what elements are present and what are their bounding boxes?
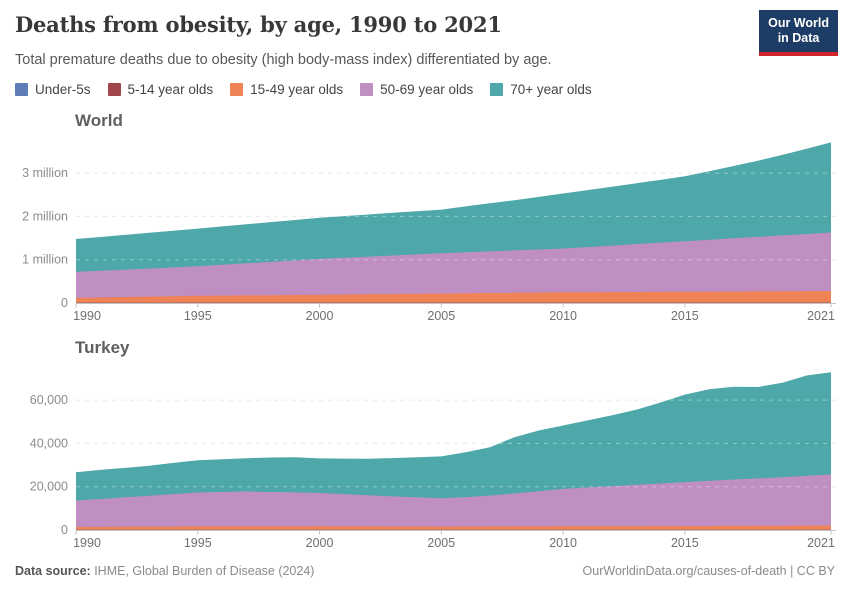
svg-text:1990: 1990: [73, 536, 101, 550]
svg-text:40,000: 40,000: [30, 436, 68, 450]
owid-logo-line2: in Data: [777, 31, 820, 45]
footer-license: | CC BY: [786, 564, 835, 578]
legend-item-70-year-olds[interactable]: 70+ year olds: [490, 82, 592, 97]
legend-item-15-49-year-olds[interactable]: 15-49 year olds: [230, 82, 343, 97]
legend-item-under-5s[interactable]: Under-5s: [15, 82, 91, 97]
legend: Under-5s 5-14 year olds 15-49 year olds 50-…: [15, 82, 592, 97]
svg-text:2000: 2000: [306, 536, 334, 550]
svg-text:60,000: 60,000: [30, 393, 68, 407]
svg-text:2005: 2005: [427, 536, 455, 550]
legend-label: 5-14 year olds: [127, 82, 214, 97]
legend-label: 15-49 year olds: [250, 82, 344, 97]
svg-text:1990: 1990: [73, 309, 101, 323]
legend-swatch-icon: [15, 83, 28, 96]
footer-link[interactable]: OurWorldinData.org/causes-of-death: [582, 564, 787, 578]
legend-item-50-69-year-olds[interactable]: 50-69 year olds: [360, 82, 473, 97]
entity-title-world: World: [75, 111, 123, 130]
svg-text:0: 0: [61, 296, 68, 310]
page-title: Deaths from obesity, by age, 1990 to 202…: [15, 12, 502, 37]
legend-swatch-icon: [360, 83, 374, 96]
footer: Data source: IHME, Global Burden of Dise…: [15, 564, 835, 578]
legend-label: Under-5s: [35, 82, 91, 97]
legend-swatch-icon: [490, 83, 504, 96]
svg-text:0: 0: [61, 523, 68, 537]
data-source-label: Data source:: [15, 564, 91, 578]
svg-text:2010: 2010: [549, 309, 577, 323]
svg-text:1 million: 1 million: [22, 253, 68, 267]
svg-text:2005: 2005: [427, 309, 455, 323]
data-source-value: IHME, Global Burden of Disease (2024): [90, 564, 315, 578]
owid-logo[interactable]: Our World in Data: [759, 10, 838, 56]
footer-right: OurWorldinData.org/causes-of-death | CC …: [583, 564, 835, 578]
legend-item-5-14-year-olds[interactable]: 5-14 year olds: [107, 82, 214, 97]
legend-label: 70+ year olds: [510, 82, 592, 97]
legend-swatch-icon: [230, 83, 244, 96]
data-source-note: Data source: IHME, Global Burden of Dise…: [15, 564, 314, 578]
entity-title-turkey: Turkey: [75, 338, 130, 357]
turkey-area-chart[interactable]: 1990 1995 2000 2005 2010 2015 2021 0 20,000 40,00…: [0, 363, 850, 557]
svg-text:2010: 2010: [549, 536, 577, 550]
svg-text:1995: 1995: [184, 536, 212, 550]
world-area-chart[interactable]: 1990 1995 2000 2005 2010 2015 2021 0 1 million 2 …: [0, 140, 850, 330]
legend-swatch-icon: [107, 83, 121, 96]
svg-text:2021: 2021: [807, 309, 835, 323]
svg-text:1995: 1995: [184, 309, 212, 323]
svg-text:2 million: 2 million: [22, 209, 68, 223]
chart-subtitle: Total premature deaths due to obesity (h…: [15, 52, 552, 68]
svg-text:3 million: 3 million: [22, 166, 68, 180]
svg-text:2021: 2021: [807, 536, 835, 550]
svg-text:2015: 2015: [671, 309, 699, 323]
owid-logo-line1: Our World: [768, 16, 829, 30]
svg-text:2000: 2000: [306, 309, 334, 323]
legend-label: 50-69 year olds: [380, 82, 474, 97]
svg-text:20,000: 20,000: [30, 480, 68, 494]
svg-text:2015: 2015: [671, 536, 699, 550]
